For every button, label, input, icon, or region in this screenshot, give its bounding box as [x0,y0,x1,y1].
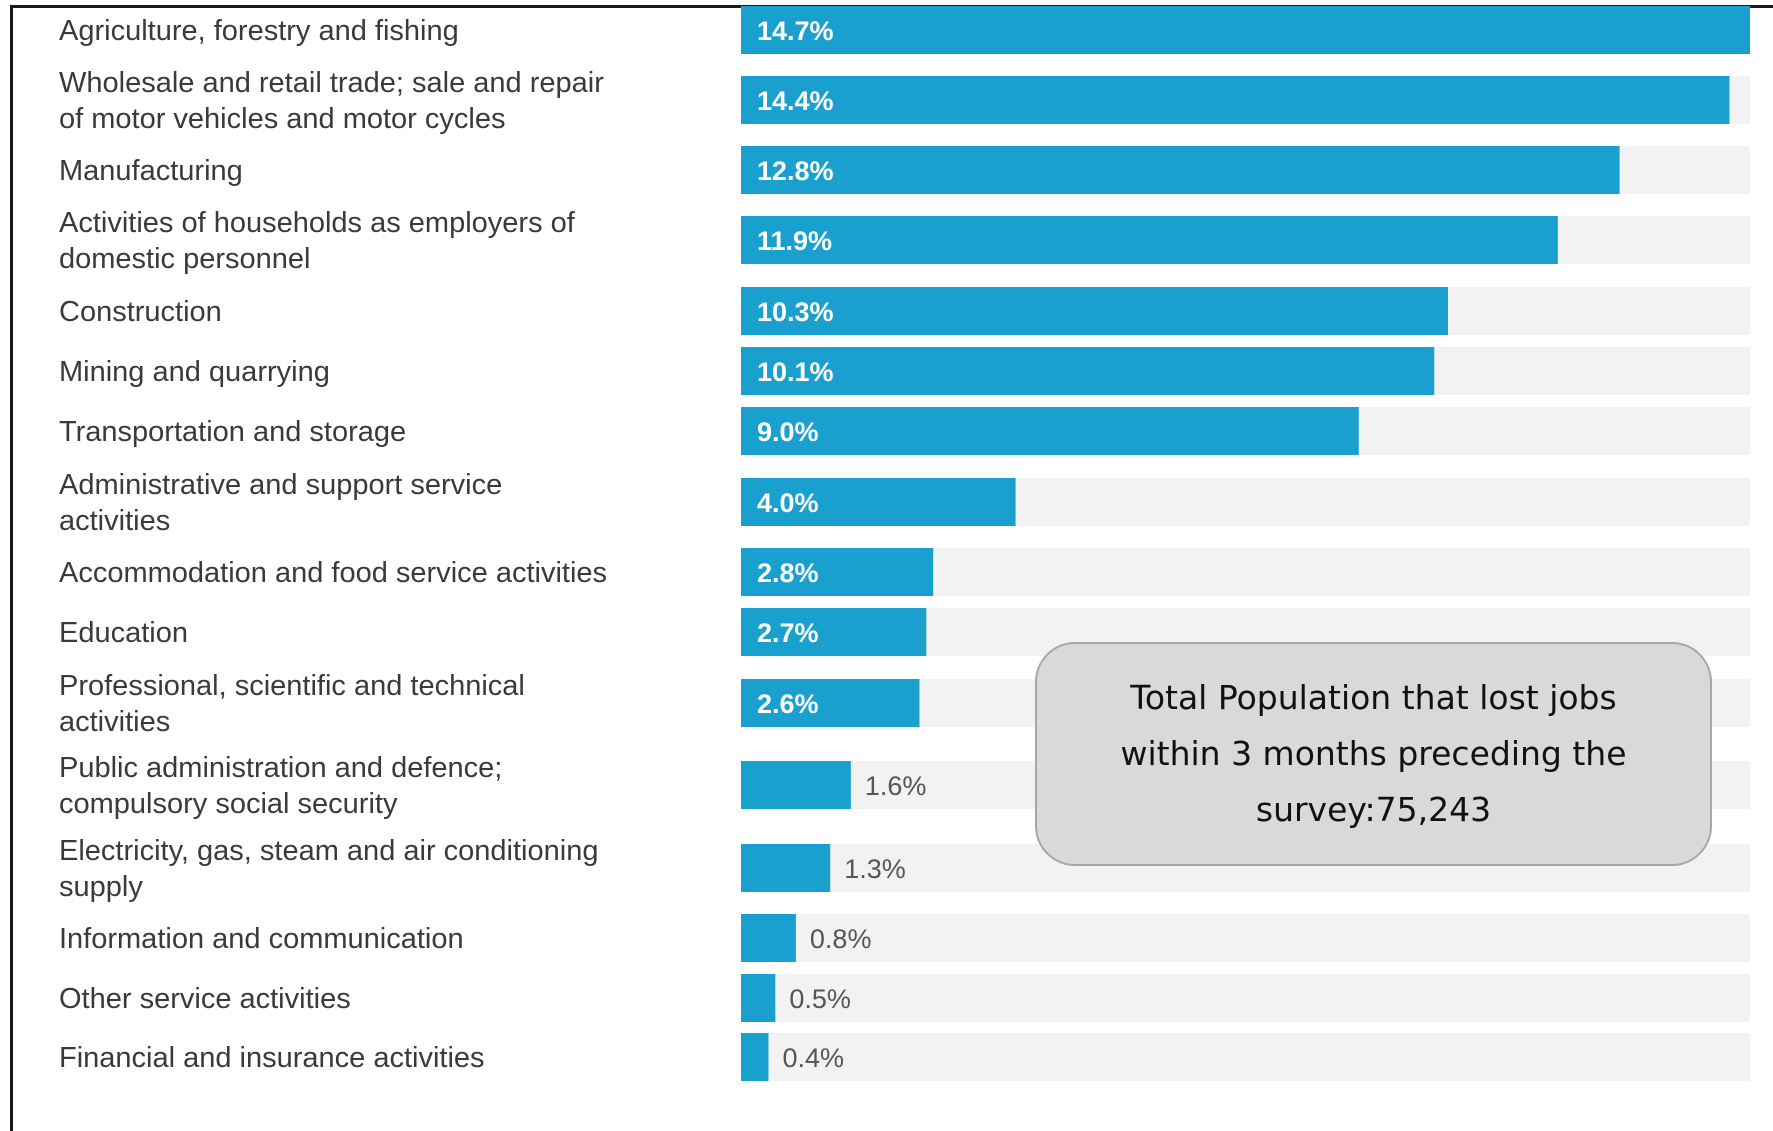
category-label: compulsory social security [59,788,398,820]
bar [741,608,927,656]
bar [741,407,1359,455]
bar [741,974,776,1022]
bar-value-label: 12.8% [757,156,834,186]
category-label: of motor vehicles and motor cycles [59,103,505,135]
bar-value-label: 1.6% [865,771,927,801]
bar [741,548,934,596]
category-label: Manufacturing [59,155,243,187]
category-label: Other service activities [59,983,351,1015]
category-label: Agriculture, forestry and fishing [59,15,459,47]
bar-value-label: 14.4% [757,86,834,116]
bar [741,347,1435,395]
category-label: Wholesale and retail trade; sale and rep… [59,67,604,99]
bar [741,761,851,809]
bar-value-label: 10.1% [757,357,834,387]
bar [741,6,1750,54]
bar-value-label: 2.7% [757,618,819,648]
category-label: Education [59,617,188,649]
category-label: Activities of households as employers of [59,207,576,239]
bar [741,146,1620,194]
category-label: Accommodation and food service activitie… [59,557,607,589]
bar [741,679,920,727]
category-label: domestic personnel [59,243,310,275]
category-label: activities [59,706,170,738]
bar-value-label: 0.4% [782,1043,844,1073]
category-label: Construction [59,296,222,328]
bar-value-label: 2.8% [757,558,819,588]
bar-track [741,914,1750,962]
bar [741,914,796,962]
category-label: supply [59,871,143,903]
bar-value-label: 4.0% [757,488,819,518]
bar-value-label: 14.7% [757,16,834,46]
bar-value-label: 11.9% [757,226,832,256]
bar [741,216,1558,264]
bar [741,478,1016,526]
bar-value-label: 0.5% [789,984,851,1014]
bar [741,844,831,892]
category-label: activities [59,505,170,537]
bar [741,76,1730,124]
category-label: Electricity, gas, steam and air conditio… [59,835,598,867]
bar [741,1033,769,1081]
category-label: Public administration and defence; [59,752,502,784]
category-label: Professional, scientific and technical [59,670,525,702]
bar [741,287,1448,335]
bar-value-label: 2.6% [757,689,819,719]
category-label: Mining and quarrying [59,356,330,388]
bar-value-label: 9.0% [757,417,819,447]
bar-value-label: 1.3% [844,854,906,884]
category-label: Information and communication [59,923,464,955]
callout-text: Total Population that lost jobs within 3… [1120,678,1627,829]
bar-track [741,974,1750,1022]
category-label: Transportation and storage [59,416,406,448]
category-label: Administrative and support service [59,469,502,501]
total-population-callout: Total Population that lost jobs within 3… [1035,642,1712,866]
category-label: Financial and insurance activities [59,1042,485,1074]
bar-value-label: 0.8% [810,924,872,954]
bar-value-label: 10.3% [757,297,834,327]
bar-track [741,1033,1750,1081]
